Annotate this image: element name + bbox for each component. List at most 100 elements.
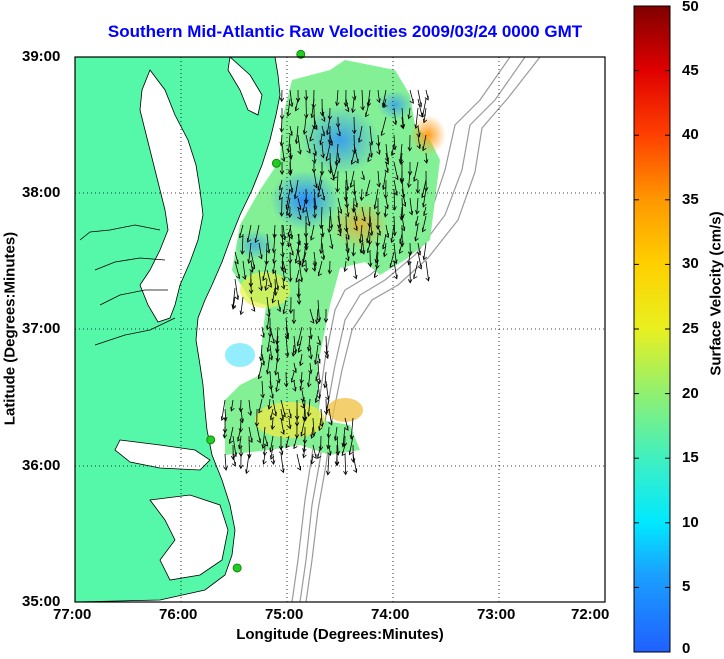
velocity-arrow: [256, 426, 261, 444]
velocity-arrow: [302, 116, 308, 135]
velocity-arrow: [335, 435, 340, 456]
velocity-arrow: [229, 426, 234, 445]
velocity-arrow: [222, 426, 228, 439]
velocity-arrow: [272, 224, 277, 239]
velocity-arrow: [308, 326, 313, 340]
velocity-arrow: [275, 326, 280, 345]
velocity-arrow: [287, 224, 292, 238]
x-tick-label: 76:00: [159, 606, 198, 623]
velocity-arrow: [414, 107, 419, 130]
velocity-arrow: [345, 233, 350, 254]
x-axis-label: Longitude (Degrees:Minutes): [236, 626, 444, 643]
velocity-arrow: [230, 444, 236, 461]
velocity-arrow: [407, 251, 412, 266]
y-tick-label: 37:00: [22, 320, 61, 337]
velocity-arrow: [382, 170, 387, 191]
station-marker: [232, 563, 242, 573]
delaware-bay: [227, 57, 263, 116]
velocity-arrow: [399, 170, 405, 184]
velocity-arrow: [254, 224, 260, 244]
velocity-arrow: [280, 399, 286, 418]
rappahannock-river: [94, 257, 166, 271]
velocity-arrow: [274, 353, 279, 376]
velocity-arrow: [294, 125, 300, 145]
velocity-arrow: [383, 242, 388, 258]
velocity-arrow: [399, 233, 404, 244]
bathymetry-contours: [291, 57, 541, 602]
velocity-arrow: [367, 251, 373, 268]
velocity-arrow: [222, 408, 228, 422]
velocity-arrow: [272, 399, 277, 417]
velocity-arrow: [320, 143, 325, 159]
velocity-arrow: [353, 215, 358, 232]
velocity-arrow: [321, 107, 326, 122]
velocity-arrow: [279, 134, 285, 147]
velocity-arrow: [319, 134, 324, 146]
colorbar-label: Surface Velocity (cm/s): [707, 211, 724, 376]
velocity-arrow: [389, 251, 395, 269]
velocity-arrow: [358, 224, 364, 244]
velocity-arrow: [351, 116, 357, 135]
velocity-arrow: [424, 89, 429, 101]
velocity-arrow: [232, 435, 237, 458]
velocity-arrow: [292, 362, 297, 374]
velocity-arrow: [360, 89, 365, 111]
velocity-arrow: [421, 179, 427, 199]
velocity-arrow: [300, 398, 305, 409]
velocity-arrow: [303, 260, 309, 273]
velocity-arrow: [336, 125, 341, 137]
velocity-arrow: [303, 98, 309, 119]
velocity-arrow: [258, 362, 263, 380]
velocity-arrow: [315, 371, 320, 382]
velocity-arrow: [374, 242, 379, 264]
velocity-arrow: [297, 251, 302, 266]
velocity-arrow: [316, 380, 322, 400]
velocity-arrow: [368, 215, 374, 236]
velocity-arrow: [305, 206, 311, 227]
velocity-arrow: [297, 206, 302, 221]
velocity-arrow: [373, 188, 379, 210]
velocity-arrow: [325, 380, 330, 401]
velocity-arrow: [279, 444, 284, 456]
velocity-arrow: [361, 206, 366, 222]
velocity-arrow: [297, 134, 302, 155]
velocity-arrow: [270, 453, 276, 465]
velocity-arrow: [376, 89, 381, 104]
velocity-arrow: [294, 417, 300, 439]
velocity-arrow: [359, 188, 365, 202]
velocity-arrow: [317, 444, 322, 459]
velocity-arrow: [240, 233, 245, 255]
x-tick-label: 74:00: [371, 606, 410, 623]
velocity-arrow: [288, 89, 294, 108]
velocity-arrow: [319, 408, 324, 428]
velocity-arrow: [353, 188, 358, 208]
velocity-arrow: [294, 242, 300, 264]
velocity-arrow: [320, 242, 326, 261]
velocity-arrow: [237, 426, 242, 442]
colorbar-ticks: [634, 5, 670, 653]
velocity-arrow: [306, 398, 312, 417]
velocity-arrow: [334, 453, 340, 466]
velocity-arrow: [365, 98, 371, 118]
velocity-arrow: [298, 335, 303, 353]
velocity-arrow: [299, 353, 304, 367]
velocity-arrow: [367, 242, 372, 254]
velocity-arrow: [308, 344, 313, 360]
pamlico-sound: [149, 494, 229, 581]
velocity-arrow: [245, 453, 250, 475]
velocity-arrow: [393, 161, 399, 181]
velocity-arrow: [263, 435, 269, 447]
velocity-arrow: [288, 296, 294, 314]
velocity-arrow: [238, 399, 244, 413]
land-mass: [75, 57, 281, 602]
velocity-arrow: [275, 380, 280, 393]
velocity-arrow: [358, 125, 363, 143]
velocity-arrow: [375, 197, 381, 217]
velocity-arrow: [422, 215, 427, 233]
velocity-arrow: [266, 269, 272, 288]
velocity-arrow: [270, 417, 276, 430]
velocity-arrow: [327, 444, 332, 456]
velocity-arrow: [314, 344, 319, 365]
velocity-arrow: [344, 417, 349, 431]
